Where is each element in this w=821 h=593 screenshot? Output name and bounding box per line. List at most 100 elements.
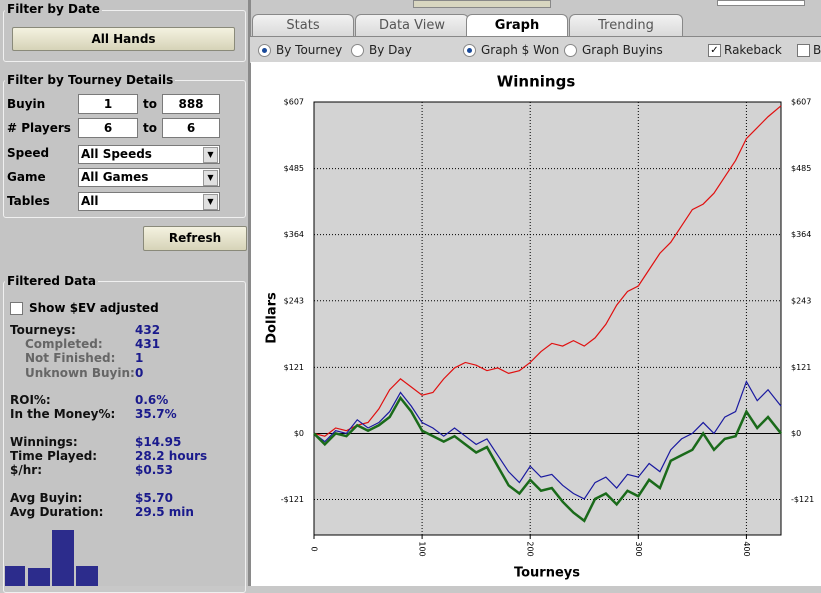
checkbox-label: B: [813, 43, 821, 57]
tab[interactable]: Stats: [252, 14, 354, 37]
x-axis-label: Tourneys: [514, 566, 580, 581]
stat-label: ROI%:: [10, 393, 51, 407]
stat-value: 1: [135, 351, 144, 365]
field-label: Game: [7, 170, 46, 184]
dropdown-value: All: [81, 194, 99, 208]
sidebar: Filter by Date All Hands Filter by Tourn…: [0, 0, 248, 593]
x-tick-label: 300: [634, 541, 643, 556]
text-input[interactable]: 6: [78, 118, 138, 138]
y-tick-label: $364: [284, 230, 304, 239]
stat-label: Tourneys:: [10, 323, 76, 337]
stat-label: Not Finished:: [25, 351, 116, 365]
group-title: Filtered Data: [5, 274, 99, 288]
stat-label: In the Money%:: [10, 407, 116, 421]
mini-bar: [52, 530, 74, 586]
y-tick-label-right: $0: [791, 429, 801, 438]
mini-bar: [28, 568, 50, 586]
tab[interactable]: Data View: [355, 14, 469, 37]
tab[interactable]: Graph: [466, 14, 568, 37]
mini-bar: [5, 566, 25, 586]
dropdown[interactable]: All Games ▼: [78, 168, 220, 187]
stat-value: 35.7%: [135, 407, 177, 421]
mini-bar: [76, 566, 98, 586]
options-bar: [250, 36, 821, 63]
all-hands-button[interactable]: All Hands: [12, 27, 235, 51]
checkbox-label: Show $EV adjusted: [29, 301, 159, 315]
radio[interactable]: [564, 44, 577, 57]
y-tick-label: $607: [284, 98, 304, 107]
series-line: [313, 105, 782, 437]
y-tick-label-right: $607: [791, 98, 811, 107]
radio-label: By Day: [369, 43, 412, 57]
dropdown-arrow[interactable]: ▼: [203, 170, 218, 186]
y-tick-label-right: $121: [791, 363, 811, 372]
stat-value: $0.53: [135, 463, 173, 477]
stat-value: 432: [135, 323, 161, 337]
chart-title: Winnings: [497, 73, 576, 91]
dropdown[interactable]: All ▼: [78, 192, 220, 211]
field-label: Tables: [7, 194, 50, 208]
stat-label: Unknown Buyin:: [25, 366, 135, 380]
field-label: # Players: [7, 121, 71, 135]
series-line: [313, 395, 782, 523]
checkbox[interactable]: [10, 302, 23, 315]
group-title: Filter by Date: [5, 2, 102, 16]
date-group: [3, 10, 246, 62]
stat-value: 0: [135, 366, 144, 380]
dropdown-value: All Games: [81, 170, 149, 184]
stat-value: 0.6%: [135, 393, 169, 407]
radio[interactable]: [463, 44, 476, 57]
stat-value: 29.5 min: [135, 505, 194, 519]
refresh-button[interactable]: Refresh: [143, 226, 247, 251]
field-label: Speed: [7, 146, 50, 160]
radio-label: Graph $ Won: [481, 43, 560, 57]
x-tick-label: 0: [310, 546, 319, 551]
tab[interactable]: Trending: [569, 14, 683, 37]
checkbox[interactable]: [797, 44, 810, 57]
stat-label: Avg Buyin:: [10, 491, 83, 505]
y-tick-label-right: -$121: [791, 495, 814, 504]
stat-label: Time Played:: [10, 449, 98, 463]
y-tick-label-right: $243: [791, 296, 811, 305]
toolbar-button[interactable]: [413, 0, 551, 8]
checkbox-label: Rakeback: [724, 43, 782, 57]
dropdown[interactable]: All Speeds ▼: [78, 145, 220, 164]
checkbox-checked[interactable]: ✓: [708, 44, 721, 57]
x-tick-label: 100: [418, 541, 427, 556]
stat-value: 28.2 hours: [135, 449, 208, 463]
splitter[interactable]: [248, 0, 251, 586]
radio[interactable]: [258, 44, 271, 57]
y-tick-label: $0: [294, 429, 304, 438]
toolbar-field[interactable]: [717, 0, 805, 6]
stat-value: $5.70: [135, 491, 173, 505]
text-input[interactable]: 888: [162, 94, 220, 114]
y-tick-label: $485: [284, 164, 304, 173]
text-input[interactable]: 6: [162, 118, 220, 138]
field-label: to: [143, 97, 157, 111]
radio-label: By Tourney: [276, 43, 343, 57]
dropdown-arrow[interactable]: ▼: [203, 194, 218, 210]
group-title: Filter by Tourney Details: [5, 73, 176, 87]
field-label: to: [143, 121, 157, 135]
radio[interactable]: [351, 44, 364, 57]
plot-area: [313, 101, 782, 536]
stat-label: Completed:: [25, 337, 103, 351]
stat-label: $/hr:: [10, 463, 42, 477]
field-label: Buyin: [7, 97, 46, 111]
y-tick-label-right: $364: [791, 230, 811, 239]
dropdown-value: All Speeds: [81, 147, 152, 161]
stat-value: 431: [135, 337, 161, 351]
stat-label: Winnings:: [10, 435, 78, 449]
y-axis-label: Dollars: [265, 292, 280, 344]
stat-label: Avg Duration:: [10, 505, 104, 519]
stat-value: $14.95: [135, 435, 182, 449]
radio-label: Graph Buyins: [582, 43, 663, 57]
text-input[interactable]: 1: [78, 94, 138, 114]
dropdown-arrow[interactable]: ▼: [203, 147, 218, 163]
chart: Dollars Tourneys $607 $607 $485 $485 $364 $36…: [251, 62, 821, 586]
y-tick-label-right: $485: [791, 164, 811, 173]
y-tick-label: $121: [284, 363, 304, 372]
y-tick-label: $243: [284, 296, 304, 305]
x-tick-label: 400: [742, 541, 751, 556]
